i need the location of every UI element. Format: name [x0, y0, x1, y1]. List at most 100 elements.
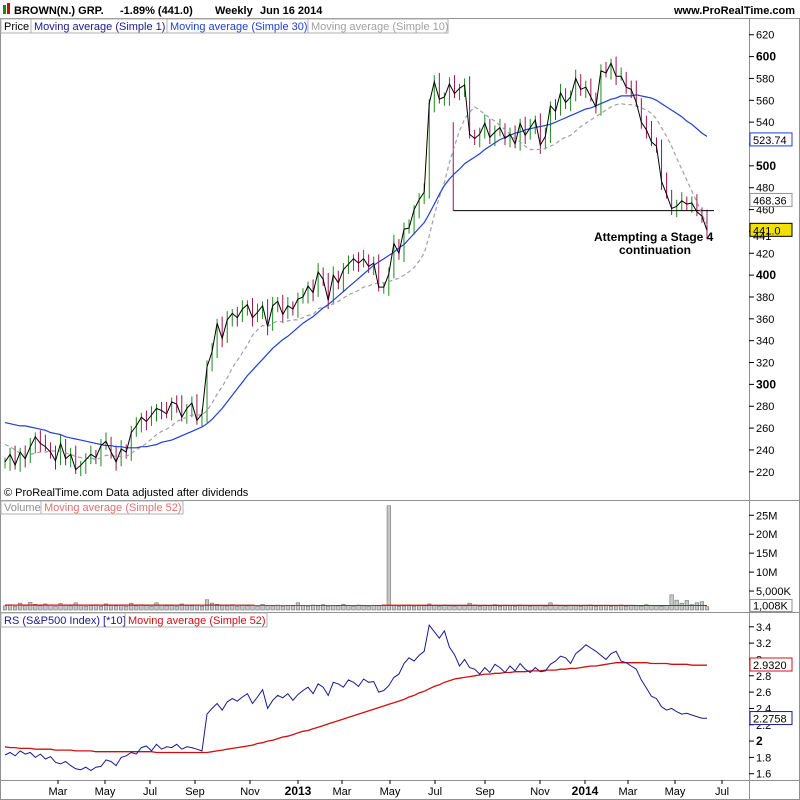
- last-price-tag: 441.0: [753, 225, 781, 237]
- volume-bar: [583, 605, 588, 611]
- volume-bar: [513, 605, 518, 611]
- volume-bar: [563, 605, 568, 611]
- volume-bar: [694, 602, 699, 611]
- time-tick-label: Nov: [530, 786, 550, 798]
- time-tick-label: Jul: [143, 786, 157, 798]
- ma1-line: [4, 61, 708, 471]
- price-tick-label: 460: [756, 205, 774, 217]
- volume-bar: [28, 602, 33, 611]
- rs-ma-value-tag-box: [749, 657, 793, 672]
- volume-tick-label: 15M: [756, 548, 777, 560]
- volume-bar: [134, 605, 139, 611]
- header-site[interactable]: www.ProRealTime.com: [673, 5, 795, 17]
- volume-tick-label: 20M: [756, 529, 777, 541]
- volume-bar: [225, 605, 230, 611]
- ma30-value-tag-box: [749, 132, 793, 147]
- legend-ma1: Moving average (Simple 1): [34, 21, 165, 33]
- price-tick-label: 340: [756, 336, 774, 348]
- volume-bar: [361, 605, 366, 611]
- volume-bar: [184, 605, 189, 611]
- volume-bar: [679, 602, 684, 611]
- header-period: Weekly: [215, 5, 254, 17]
- legend-rs-ma: Moving average (Simple 52): [128, 615, 266, 627]
- price-tick-label: 280: [756, 401, 774, 413]
- volume-bar: [634, 605, 639, 611]
- volume-bar: [154, 602, 159, 611]
- price-tick-label: 500: [756, 159, 776, 173]
- volume-bar: [194, 604, 199, 611]
- volume-tick-label: 10M: [756, 567, 777, 579]
- ma10-line: [4, 102, 708, 461]
- volume-bar: [179, 603, 184, 611]
- volume-bar: [78, 604, 83, 611]
- price-axis: 220 240 260 280 300 320 340 360 380 400 420 460 480 5…: [749, 30, 793, 479]
- volume-bar: [280, 605, 285, 611]
- volume-bar: [245, 605, 250, 611]
- volume-bar: [573, 605, 578, 611]
- price-tick-label: 380: [756, 292, 774, 304]
- price-tick-label: 240: [756, 445, 774, 457]
- volume-bar: [159, 604, 164, 611]
- legend-volume: Volume: [4, 502, 41, 514]
- price-tick-label: 400: [756, 268, 776, 282]
- volume-bar: [548, 602, 553, 611]
- price-tick-label: 360: [756, 314, 774, 326]
- volume-bar: [614, 605, 619, 611]
- volume-bar: [507, 605, 513, 611]
- time-tick-label: 2014: [572, 784, 599, 798]
- volume-bar: [624, 605, 629, 611]
- volume-bar: [689, 604, 694, 611]
- header-bar: [0, 0, 800, 18]
- volume-bar: [103, 603, 109, 611]
- volume-bar: [371, 605, 376, 611]
- volume-tick-label: 5,000K: [756, 586, 792, 598]
- volume-bar: [250, 605, 255, 611]
- volume-bar: [351, 605, 356, 611]
- volume-bar: [260, 604, 265, 611]
- volume-bar: [240, 604, 245, 611]
- volume-bar: [639, 605, 644, 611]
- volume-bar: [376, 605, 381, 611]
- volume-bar: [98, 605, 104, 611]
- time-tick-label: Sep: [475, 786, 495, 798]
- volume-bar: [659, 605, 664, 611]
- volume-bar: [502, 605, 508, 611]
- volume-bar: [654, 605, 659, 611]
- volume-bar: [48, 604, 53, 611]
- volume-bar: [603, 605, 609, 611]
- volume-bar: [341, 604, 346, 611]
- volume-bar: [396, 605, 401, 611]
- time-tick-label: Mar: [333, 786, 352, 798]
- rs-ma-line: [4, 662, 707, 754]
- ma30-line: [4, 94, 708, 449]
- price-legend: Price Moving average (Simple 1) Moving a…: [0, 18, 449, 34]
- volume-bar: [346, 605, 351, 611]
- rs-plot: [4, 624, 707, 772]
- volume-bar: [437, 605, 442, 611]
- volume-bar: [593, 605, 598, 611]
- volume-bar: [366, 605, 371, 611]
- header-logo-icon: [3, 3, 10, 14]
- volume-bar: [497, 605, 503, 611]
- legend-ma10: Moving average (Simple 10): [311, 21, 449, 33]
- volume-bar: [417, 605, 422, 611]
- volume-bar: [83, 605, 88, 611]
- volume-bar: [568, 605, 573, 611]
- time-tick-label: Mar: [619, 786, 638, 798]
- volume-bar: [528, 605, 533, 611]
- annotation-line1: Attempting a Stage 4: [594, 230, 714, 244]
- rs-tick-label: 2: [756, 734, 763, 748]
- volume-bar: [669, 594, 674, 611]
- legend-ma30: Moving average (Simple 30): [170, 21, 308, 33]
- volume-bar: [482, 605, 487, 611]
- legend-price: Price: [4, 21, 29, 33]
- volume-bar: [38, 605, 43, 611]
- price-tick-label: 320: [756, 358, 774, 370]
- rs-ma-value-tag: 2.9320: [753, 660, 787, 672]
- volume-bar: [487, 605, 492, 611]
- time-tick-label: Mar: [49, 786, 68, 798]
- ma10-value-tag-box: [749, 192, 793, 207]
- volume-bar: [255, 605, 260, 611]
- volume-bar: [33, 604, 38, 611]
- rs-line: [4, 624, 707, 772]
